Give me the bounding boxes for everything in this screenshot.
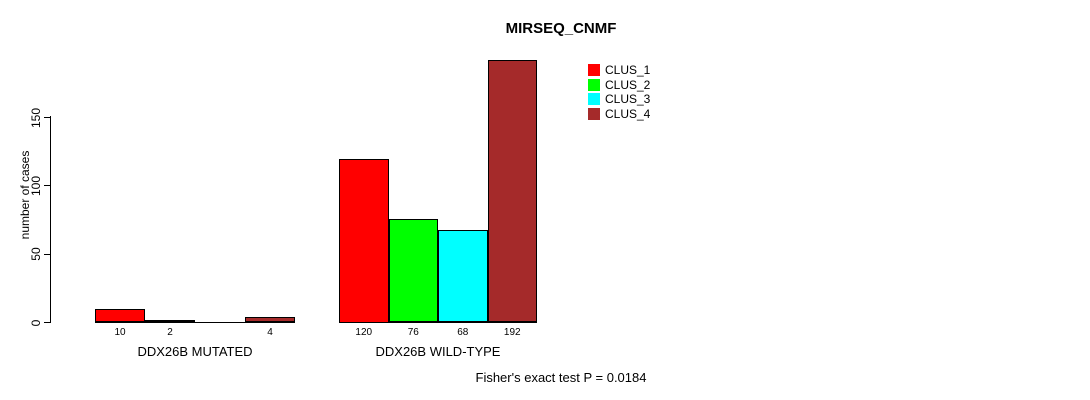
y-tick [44, 322, 50, 323]
y-tick [44, 117, 50, 118]
legend-item-clus_1: CLUS_1 [588, 64, 650, 76]
category-label-mutated: DDX26B MUTATED [137, 344, 253, 359]
stat-test-note: Fisher's exact test P = 0.0184 [475, 370, 647, 385]
legend-label: CLUS_2 [605, 77, 651, 92]
bar-clus_1-wild-type [339, 158, 389, 323]
legend: CLUS_1 CLUS_2 CLUS_3 CLUS_4 [588, 64, 650, 123]
y-tick-label: 100 [29, 175, 43, 196]
bar-value-label: 120 [355, 327, 373, 338]
y-tick-label: 150 [29, 107, 43, 128]
group-baseline-wild-type [339, 322, 537, 323]
legend-item-clus_4: CLUS_4 [588, 107, 651, 122]
bar-clus_4-wild-type [487, 60, 537, 323]
legend-swatch-icon [588, 93, 600, 106]
chart-title: MIRSEQ_CNMF [505, 20, 617, 37]
bar-value-label: 68 [457, 327, 469, 338]
bar-value-label: 10 [114, 327, 126, 338]
legend-item-clus_3: CLUS_3 [588, 92, 651, 107]
legend-swatch-icon [588, 108, 600, 121]
bar-value-label: 4 [267, 327, 273, 338]
y-tick-label: 0 [29, 319, 43, 326]
legend-swatch-icon [588, 64, 600, 76]
bar-value-label: 192 [503, 327, 521, 338]
y-tick-label: 50 [29, 247, 43, 261]
group-baseline-mutated [95, 322, 295, 323]
legend-label: CLUS_4 [605, 107, 651, 122]
legend-item-clus_2: CLUS_2 [588, 77, 651, 92]
y-tick [44, 253, 50, 255]
bar-clus_2-wild-type [388, 218, 438, 323]
legend-label: CLUS_3 [605, 92, 651, 107]
legend-swatch-icon [588, 78, 600, 91]
y-tick [44, 185, 50, 187]
bar-clus_2-mutated [145, 319, 195, 323]
y-axis-line [50, 116, 51, 323]
bar-clus_1-mutated [95, 308, 145, 323]
bar-value-label: 76 [407, 327, 419, 338]
bar-clus_3-wild-type [438, 229, 488, 323]
category-label-wild-type: DDX26B WILD-TYPE [375, 344, 501, 359]
bar-value-label: 2 [167, 327, 173, 338]
legend-label: CLUS_1 [605, 63, 651, 77]
bar-clus_4-mutated [245, 317, 295, 323]
